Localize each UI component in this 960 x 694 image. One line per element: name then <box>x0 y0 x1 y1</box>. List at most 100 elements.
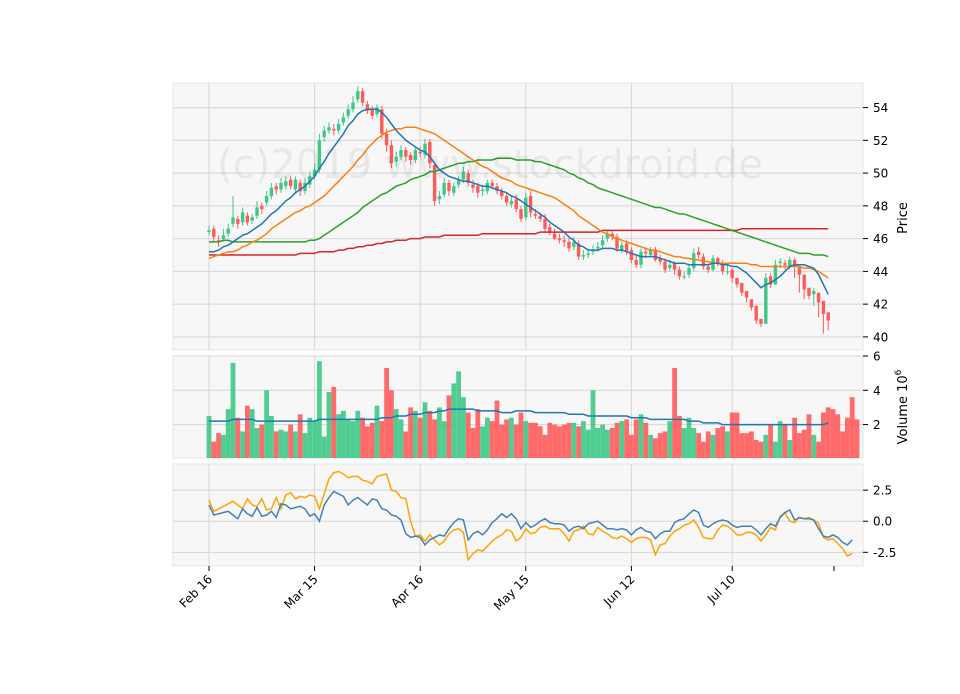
candle-body <box>447 182 451 192</box>
volume-bar <box>427 410 433 458</box>
candle-body <box>615 236 619 249</box>
volume-bar <box>432 419 437 458</box>
volume-bar <box>686 417 692 458</box>
volume-bar <box>365 426 370 458</box>
grid <box>173 83 863 566</box>
volume-bar <box>326 392 332 458</box>
volume-bar <box>729 412 735 458</box>
candle-body <box>797 266 802 275</box>
volume-bar <box>499 424 505 458</box>
candle-body <box>332 128 336 131</box>
price-axis-label: Price <box>896 202 911 234</box>
volume-bar <box>456 371 461 458</box>
candle-body <box>802 274 806 290</box>
volume-bar <box>345 419 351 458</box>
candle-body <box>399 150 403 157</box>
x-tick-label: Mar 15 <box>281 572 320 611</box>
candle-body <box>773 264 778 285</box>
volume-bar <box>494 400 500 458</box>
candle-body <box>240 212 245 223</box>
candle-body <box>413 150 418 160</box>
candle-body <box>365 104 370 111</box>
volume-bar <box>614 422 620 458</box>
volume-bar <box>518 412 524 458</box>
volume-bar <box>235 417 241 458</box>
volume-bar <box>701 441 706 458</box>
volume-bar <box>705 431 711 458</box>
candle-body <box>557 238 562 241</box>
candle-body <box>514 199 518 210</box>
volume-bar <box>576 426 581 458</box>
sma-short-line <box>209 108 829 295</box>
volume-bar <box>821 412 826 458</box>
candle-body <box>524 197 528 218</box>
volume-bar <box>758 441 764 458</box>
candle-body <box>644 251 648 254</box>
volume-bar <box>489 421 495 458</box>
y-tick-label: 4 <box>873 384 881 398</box>
volume-bar <box>749 431 754 458</box>
volume-bar <box>816 441 821 458</box>
candle-body <box>552 233 557 239</box>
oscillator-panel <box>172 463 864 567</box>
candle-body <box>634 259 638 265</box>
candle-body <box>610 233 614 237</box>
candle-body <box>226 228 230 234</box>
volume-bar <box>739 433 745 458</box>
volume-bars <box>206 361 860 458</box>
indicator-lines <box>208 108 853 562</box>
volume-bar <box>206 416 212 458</box>
candle-body <box>826 312 830 321</box>
volume-bar <box>619 421 625 458</box>
volume-bar <box>240 431 245 458</box>
volume-bar <box>369 422 375 458</box>
x-tick-label: May 15 <box>491 572 532 613</box>
candle-body <box>658 258 662 262</box>
candle-body <box>596 246 600 249</box>
candle-body <box>533 214 538 216</box>
candle-body <box>442 182 446 195</box>
candle-body <box>792 259 797 267</box>
volume-bar <box>249 409 255 458</box>
candle-body <box>428 141 432 164</box>
candle-body <box>620 245 624 251</box>
volume-bar <box>403 431 409 458</box>
candle-body <box>581 254 586 257</box>
candle-body <box>404 150 408 157</box>
candle-body <box>778 261 782 264</box>
candle-body <box>423 143 427 156</box>
volume-bar <box>384 368 389 458</box>
candle-body <box>336 123 341 131</box>
volume-bar <box>595 428 601 458</box>
volume-bar <box>413 410 418 458</box>
volume-bar <box>259 424 265 458</box>
candle-body <box>600 240 605 246</box>
volume-bar <box>509 417 514 458</box>
candle-body <box>437 196 442 200</box>
candle-body <box>375 107 379 115</box>
volume-bar <box>849 397 855 458</box>
volume-bar <box>446 395 452 458</box>
candle-body <box>706 266 710 270</box>
candle-body <box>207 230 211 233</box>
candle-body <box>495 186 499 192</box>
volume-bar <box>787 440 793 458</box>
volume-bar <box>523 421 529 458</box>
candle-body <box>245 215 250 223</box>
candle-body <box>605 233 610 239</box>
candle-body <box>720 263 725 272</box>
volume-bar <box>321 436 327 458</box>
oscillator-b-line <box>208 470 853 562</box>
candle-body <box>783 263 787 265</box>
volume-bar <box>734 412 740 458</box>
y-tick-label: 44 <box>873 265 888 279</box>
volume-bar <box>725 431 730 458</box>
candle-body <box>504 196 509 203</box>
candle-body <box>663 261 667 270</box>
candle-body <box>528 196 533 213</box>
candle-body <box>408 155 413 160</box>
candle-body <box>360 91 365 103</box>
candle-body <box>692 253 696 269</box>
